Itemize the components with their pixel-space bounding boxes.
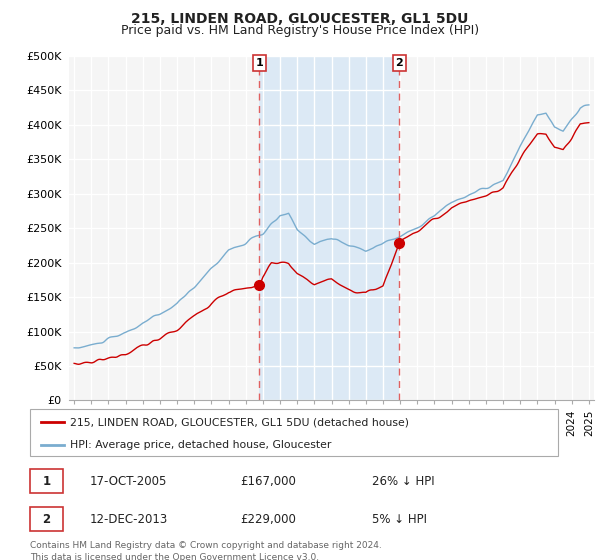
Text: HPI: Average price, detached house, Gloucester: HPI: Average price, detached house, Glou… — [70, 440, 331, 450]
Text: 215, LINDEN ROAD, GLOUCESTER, GL1 5DU: 215, LINDEN ROAD, GLOUCESTER, GL1 5DU — [131, 12, 469, 26]
Text: Contains HM Land Registry data © Crown copyright and database right 2024.: Contains HM Land Registry data © Crown c… — [30, 541, 382, 550]
Text: Price paid vs. HM Land Registry's House Price Index (HPI): Price paid vs. HM Land Registry's House … — [121, 24, 479, 36]
Text: This data is licensed under the Open Government Licence v3.0.: This data is licensed under the Open Gov… — [30, 553, 319, 560]
Text: 1: 1 — [43, 474, 50, 488]
Text: 12-DEC-2013: 12-DEC-2013 — [90, 512, 168, 526]
Text: 2: 2 — [395, 58, 403, 68]
Text: £229,000: £229,000 — [240, 512, 296, 526]
Text: 26% ↓ HPI: 26% ↓ HPI — [372, 474, 434, 488]
Text: 2: 2 — [43, 512, 50, 526]
Text: 1: 1 — [256, 58, 263, 68]
Bar — [259, 56, 399, 400]
Text: 5% ↓ HPI: 5% ↓ HPI — [372, 512, 427, 526]
Text: £167,000: £167,000 — [240, 474, 296, 488]
Text: 215, LINDEN ROAD, GLOUCESTER, GL1 5DU (detached house): 215, LINDEN ROAD, GLOUCESTER, GL1 5DU (d… — [70, 417, 409, 427]
Text: 17-OCT-2005: 17-OCT-2005 — [90, 474, 167, 488]
